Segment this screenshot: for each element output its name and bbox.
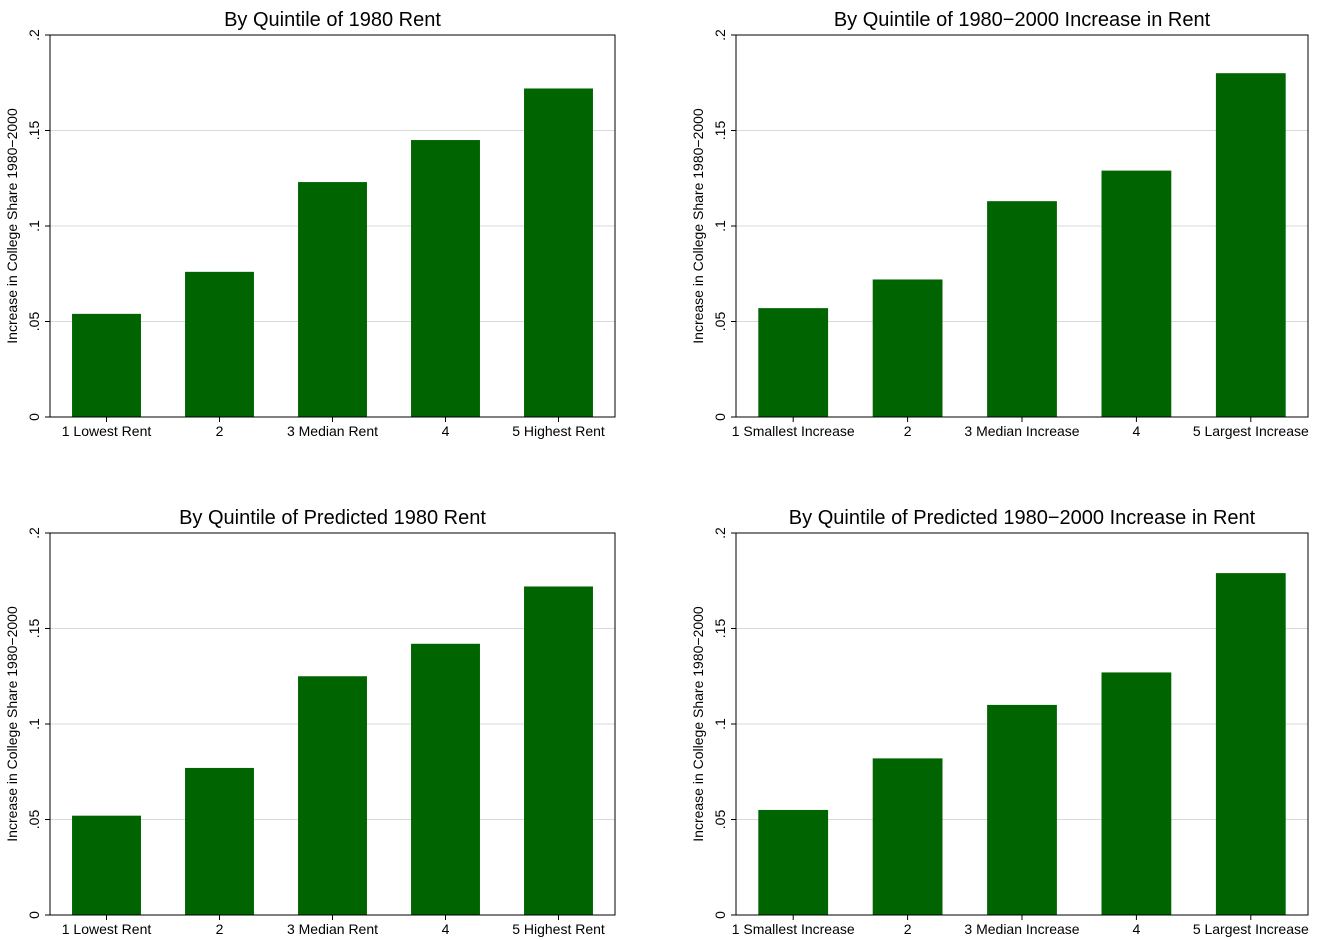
bar-3 (298, 182, 367, 417)
x-tick-label: 5 Highest Rent (512, 921, 605, 937)
chart-title: By Quintile of 1980−2000 Increase in Ren… (834, 9, 1211, 31)
x-tick-label: 3 Median Rent (287, 423, 378, 439)
bar-5 (524, 586, 593, 915)
bar-1 (72, 313, 141, 417)
bar-5 (524, 88, 593, 417)
bar-1 (758, 308, 829, 417)
bar-2 (872, 279, 943, 417)
y-tick-label: .15 (26, 121, 42, 141)
y-tick-label: 0 (712, 911, 728, 919)
y-tick-label: .1 (712, 220, 728, 232)
y-tick-label: .1 (26, 220, 42, 232)
y-tick-label: .05 (712, 312, 728, 332)
x-tick-label: 1 Lowest Rent (62, 423, 152, 439)
x-tick-label: 5 Largest Increase (1193, 921, 1309, 937)
bar-4 (1101, 672, 1172, 915)
y-tick-label: .15 (712, 121, 728, 141)
chart-panel-3: By Quintile of Predicted 1980 Rent 0 .05 .1… (4, 507, 616, 937)
chart-title: By Quintile of Predicted 1980 Rent (179, 507, 486, 529)
y-tick-label: .1 (26, 718, 42, 730)
y-axis-label: Increase in College Share 1980−2000 (690, 108, 706, 344)
bar-2 (185, 271, 254, 417)
bar-3 (987, 201, 1057, 417)
y-tick-label: .05 (26, 810, 42, 830)
x-tick-label: 5 Highest Rent (512, 423, 605, 439)
y-axis-label: Increase in College Share 1980−2000 (4, 606, 20, 842)
bar-4 (411, 643, 480, 915)
bar-3 (987, 704, 1057, 915)
y-tick-label: .15 (712, 619, 728, 639)
bar-4 (411, 140, 480, 418)
x-tick-label: 4 (1133, 921, 1141, 937)
x-tick-label: 3 Median Increase (964, 921, 1079, 937)
chart-panel-2: By Quintile of 1980−2000 Increase in Ren… (690, 9, 1309, 439)
chart-panel-1: By Quintile of 1980 Rent 0 .05 .1 .15 .2 1 Low… (4, 9, 616, 439)
bar-2 (872, 758, 943, 915)
y-axis-label: Increase in College Share 1980−2000 (4, 108, 20, 344)
x-tick-label: 5 Largest Increase (1193, 423, 1309, 439)
x-tick-label: 3 Median Increase (964, 423, 1079, 439)
y-tick-label: .15 (26, 619, 42, 639)
y-tick-label: 0 (26, 911, 42, 919)
y-tick-label: .05 (26, 312, 42, 332)
y-tick-label: 0 (26, 413, 42, 421)
x-tick-label: 1 Smallest Increase (732, 921, 855, 937)
y-tick-label: .05 (712, 810, 728, 830)
x-tick-label: 2 (216, 921, 224, 937)
bar-5 (1215, 573, 1286, 915)
y-tick-label: .1 (712, 718, 728, 730)
x-tick-label: 4 (442, 921, 450, 937)
y-tick-label: .2 (26, 29, 42, 41)
chart-title: By Quintile of 1980 Rent (224, 9, 441, 31)
x-tick-label: 4 (1133, 423, 1141, 439)
x-tick-label: 1 Smallest Increase (732, 423, 855, 439)
y-tick-label: .2 (712, 527, 728, 539)
x-tick-label: 1 Lowest Rent (62, 921, 152, 937)
x-tick-label: 3 Median Rent (287, 921, 378, 937)
chart-panel-4: By Quintile of Predicted 1980−2000 Incre… (690, 507, 1309, 937)
x-tick-label: 4 (442, 423, 450, 439)
y-axis-label: Increase in College Share 1980−2000 (690, 606, 706, 842)
bar-2 (185, 767, 254, 915)
chart-title: By Quintile of Predicted 1980−2000 Incre… (789, 507, 1256, 529)
x-tick-label: 2 (904, 423, 912, 439)
bar-5 (1215, 73, 1286, 417)
bar-4 (1101, 170, 1172, 417)
y-tick-label: 0 (712, 413, 728, 421)
x-tick-label: 2 (216, 423, 224, 439)
x-tick-label: 2 (904, 921, 912, 937)
bar-1 (758, 809, 829, 915)
y-tick-label: .2 (712, 29, 728, 41)
y-tick-label: .2 (26, 527, 42, 539)
bar-3 (298, 676, 367, 915)
bar-1 (72, 815, 141, 915)
